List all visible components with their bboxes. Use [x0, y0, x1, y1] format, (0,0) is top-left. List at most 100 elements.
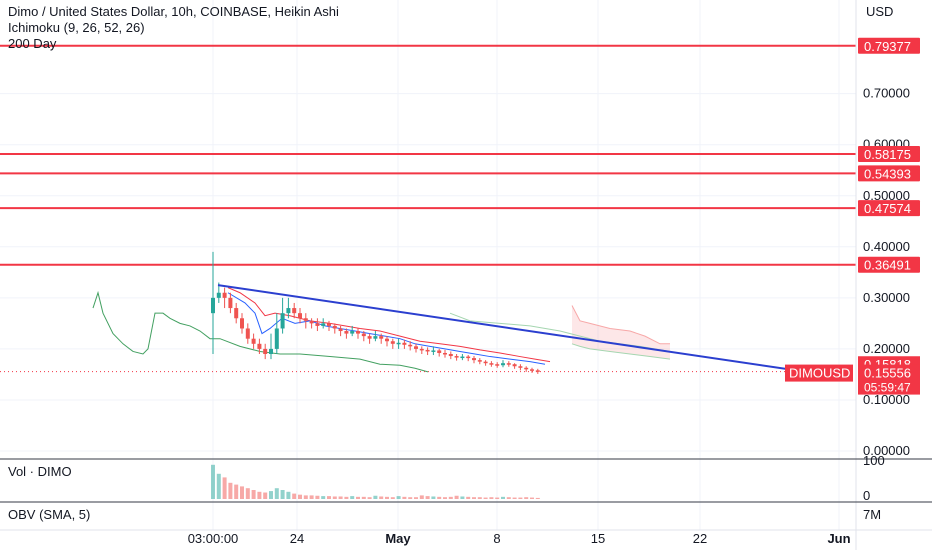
ichimoku-legend[interactable]: Ichimoku (9, 26, 52, 26)	[8, 20, 145, 35]
currency-label: USD	[866, 4, 894, 19]
volume-bar-20	[327, 496, 331, 499]
volume-bar-46	[477, 497, 482, 499]
volume-bar-50	[501, 496, 505, 499]
horizontal-levels[interactable]	[0, 44, 856, 373]
candle-17	[309, 318, 314, 329]
level-label-bg	[858, 165, 920, 182]
candle-body	[211, 297, 215, 314]
volume-bar-33	[402, 496, 407, 499]
trendline-line	[217, 284, 824, 376]
volume-bar-45	[472, 497, 476, 499]
candle-body	[257, 343, 262, 349]
candle-body	[303, 318, 308, 321]
candle-body	[512, 364, 517, 367]
candle-body	[402, 342, 407, 345]
candle-body	[251, 338, 256, 344]
volume-bar-25	[356, 496, 360, 499]
volume-bar-12	[280, 490, 285, 499]
volume-pane: 100 0 7M	[0, 453, 932, 531]
symbol-label-bg	[785, 364, 853, 382]
candle-body	[437, 350, 442, 353]
volume-bar-51	[506, 497, 511, 499]
price-tick-1: 0.10000	[863, 392, 910, 407]
candle-0	[211, 251, 215, 355]
candle-body	[431, 350, 436, 352]
candle-body	[495, 364, 500, 366]
price-tick-2: 0.20000	[863, 341, 910, 356]
candle-body	[454, 356, 459, 358]
candle-body	[338, 328, 343, 332]
candle-5	[240, 313, 244, 334]
candle-body	[286, 308, 291, 314]
ichimoku-cloud	[571, 305, 671, 360]
volume-bar-56	[535, 497, 540, 499]
level-label-4: 0.36491	[858, 256, 920, 273]
candle-43	[460, 354, 465, 361]
last-label-bg	[858, 364, 920, 395]
volume-bar-40	[443, 497, 447, 499]
candle-19	[321, 318, 326, 329]
candle-6	[245, 323, 250, 344]
candle-21	[332, 323, 337, 334]
senkou-b	[571, 343, 671, 360]
obv-title[interactable]: OBV (SMA, 5)	[8, 507, 91, 522]
volume-bar-14	[292, 493, 297, 499]
level-label-text: 0.79377	[864, 39, 911, 54]
volume-bar-54	[524, 497, 529, 499]
time-tick-5: 22	[693, 531, 707, 546]
candle-4	[234, 302, 239, 324]
volume-bar-43	[460, 496, 465, 499]
candle-body	[524, 367, 529, 370]
volume-bar-52	[512, 497, 517, 499]
time-tick-6: Jun	[827, 531, 850, 546]
candle-body	[448, 354, 453, 357]
candle-body	[280, 313, 285, 329]
volume-bar-49	[495, 497, 500, 499]
candle-body	[274, 328, 279, 349]
volume-bar-39	[437, 496, 442, 499]
candle-16	[303, 313, 308, 329]
ma-legend[interactable]: 200 Day	[8, 36, 57, 51]
candle-body	[216, 292, 221, 298]
level-label-0: 0.79377	[858, 37, 920, 54]
candle-34	[408, 341, 413, 351]
candle-body	[390, 341, 395, 344]
volume-title[interactable]: Vol · DIMO	[8, 464, 72, 479]
candle-body	[321, 323, 326, 326]
candle-body	[292, 308, 297, 314]
candle-body	[477, 360, 482, 362]
symbol-title[interactable]: Dimo / United States Dollar, 10h, COINBA…	[8, 4, 339, 19]
volume-bar-30	[385, 496, 389, 499]
candle-body	[379, 336, 384, 339]
candle-body	[483, 361, 488, 364]
time-tick-3: 8	[493, 531, 500, 546]
trendline[interactable]	[217, 284, 824, 376]
candle-20	[327, 320, 331, 332]
candle-body	[327, 323, 331, 326]
candle-body	[443, 352, 447, 355]
time-tick-4: 15	[591, 531, 605, 546]
candle-body	[344, 331, 349, 334]
candle-55	[530, 367, 534, 373]
candle-46	[477, 358, 482, 365]
candle-38	[431, 346, 436, 356]
volume-bar-4	[234, 484, 239, 499]
candle-47	[483, 360, 488, 366]
candle-30	[385, 336, 389, 347]
candle-body	[332, 325, 337, 329]
time-axis[interactable]: 03:00:00 24 May 8 15 22 Jun	[188, 531, 851, 546]
volume-bar-5	[240, 486, 244, 499]
volume-bar-38	[431, 496, 436, 499]
level-label-text: 0.36491	[864, 258, 911, 273]
volume-bar-32	[396, 496, 401, 499]
volume-tick-max: 100	[863, 453, 885, 468]
candle-body	[245, 328, 250, 339]
symbol-label-text: DIMOUSD	[789, 366, 850, 381]
volume-bar-2	[222, 477, 227, 499]
candle-10	[269, 333, 273, 360]
candle-27	[367, 333, 372, 344]
level-label-bg	[858, 146, 920, 163]
